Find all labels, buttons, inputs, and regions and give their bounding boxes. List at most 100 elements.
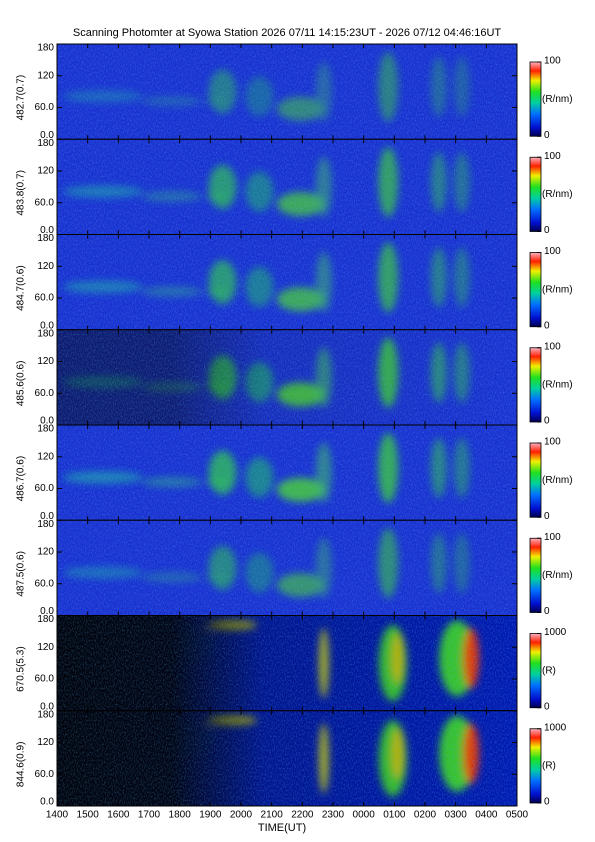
y-tick-label: 0.0 — [40, 416, 54, 427]
colorbar-tick-label: 0 — [544, 606, 550, 617]
heatmap-noise — [57, 234, 517, 330]
colorbar-label: (R) — [542, 665, 556, 676]
x-tick-label: 0400 — [475, 810, 498, 821]
y-tick-label: 180 — [37, 233, 54, 244]
y-axis-title: 485.6(0.6) — [16, 361, 27, 407]
y-tick-label: 60.0 — [35, 388, 55, 399]
x-tick-label: 1900 — [199, 810, 222, 821]
colorbar-tick-label: 0 — [544, 416, 550, 427]
x-axis-title: TIME(UT) — [258, 822, 306, 834]
colorbar — [529, 61, 542, 137]
y-tick-label: 120 — [37, 451, 54, 462]
colorbar-tick-label: 0 — [544, 511, 550, 522]
heatmap-image — [57, 425, 517, 521]
y-tick-label: 180 — [37, 424, 54, 435]
y-tick-label: 0.0 — [40, 320, 54, 331]
colorbar-tick-label: 100 — [544, 532, 561, 543]
colorbar-tick-label: 100 — [544, 56, 561, 67]
y-tick-label: 120 — [37, 166, 54, 177]
chart-title: Scanning Photomter at Syowa Station 2026… — [73, 27, 502, 39]
x-tick-label: 1700 — [138, 810, 161, 821]
heatmap-noise — [57, 710, 517, 806]
colorbar — [529, 537, 542, 613]
y-tick-label: 0.0 — [40, 225, 54, 236]
y-tick-label: 180 — [37, 519, 54, 530]
heatmap — [57, 710, 517, 806]
y-tick-label: 180 — [37, 614, 54, 625]
x-tick-label: 0000 — [353, 810, 376, 821]
heatmap — [57, 44, 517, 140]
heatmap-image — [57, 139, 517, 235]
colorbar — [529, 347, 542, 423]
colorbar-label: (R/nm) — [542, 380, 573, 391]
y-tick-label: 60.0 — [35, 197, 55, 208]
y-tick-label: 60.0 — [35, 102, 55, 113]
colorbar-label: (R/nm) — [542, 570, 573, 581]
colorbar-tick-label: 0 — [544, 797, 550, 808]
x-tick-label: 0300 — [445, 810, 468, 821]
x-tick-label: 0500 — [506, 810, 529, 821]
colorbar-tick-label: 0 — [544, 225, 550, 236]
heatmap-image — [57, 44, 517, 140]
y-axis-title: 486.7(0.6) — [16, 456, 27, 502]
x-tick-label: 1400 — [46, 810, 69, 821]
colorbar — [529, 633, 542, 709]
x-tick-label: 0100 — [383, 810, 406, 821]
y-tick-label: 0.0 — [40, 701, 54, 712]
colorbar-label: (R) — [542, 761, 556, 772]
y-axis-title: 670.5(5.3) — [16, 646, 27, 692]
heatmap-noise — [57, 139, 517, 235]
colorbar-label: (R/nm) — [542, 284, 573, 295]
x-tick-label: 2300 — [322, 810, 345, 821]
plot-frame — [56, 710, 518, 807]
heatmap — [57, 425, 517, 521]
x-tick-label: 1600 — [107, 810, 130, 821]
y-tick-label: 60.0 — [35, 483, 55, 494]
heatmap-noise — [57, 615, 517, 711]
y-tick-label: 180 — [37, 328, 54, 339]
y-axis-title: 484.7(0.6) — [16, 265, 27, 311]
y-tick-label: 60.0 — [35, 293, 55, 304]
heatmap — [57, 139, 517, 235]
colorbar-label: (R/nm) — [542, 94, 573, 105]
heatmap-image — [57, 520, 517, 616]
colorbar — [529, 252, 542, 328]
y-tick-label: 60.0 — [35, 674, 55, 685]
colorbar-tick-label: 0 — [544, 320, 550, 331]
colorbar-tick-label: 100 — [544, 246, 561, 257]
heatmap — [57, 615, 517, 711]
heatmap-noise — [57, 44, 517, 140]
y-tick-label: 120 — [37, 356, 54, 367]
x-tick-label: 2100 — [261, 810, 284, 821]
colorbar — [529, 728, 542, 804]
x-tick-label: 1800 — [169, 810, 192, 821]
colorbar-tick-label: 100 — [544, 341, 561, 352]
x-tick-label: 0200 — [414, 810, 437, 821]
heatmap-noise — [57, 425, 517, 521]
heatmap-image — [57, 329, 517, 425]
colorbar-tick-label: 1000 — [544, 722, 567, 733]
y-tick-label: 180 — [37, 138, 54, 149]
colorbar-tick-label: 100 — [544, 437, 561, 448]
y-tick-label: 60.0 — [35, 578, 55, 589]
colorbar — [529, 156, 542, 232]
colorbar — [529, 442, 542, 518]
heatmap-image — [57, 234, 517, 330]
y-tick-label: 0.0 — [40, 511, 54, 522]
heatmap-image — [57, 615, 517, 711]
y-axis-title: 482.7(0.7) — [16, 75, 27, 121]
heatmap — [57, 329, 517, 425]
y-axis-title: 844.6(0.9) — [16, 742, 27, 788]
y-tick-label: 120 — [37, 70, 54, 81]
heatmap — [57, 234, 517, 330]
y-tick-label: 180 — [37, 43, 54, 54]
y-tick-label: 120 — [37, 547, 54, 558]
y-tick-label: 120 — [37, 261, 54, 272]
y-tick-label: 180 — [37, 709, 54, 720]
y-tick-label: 120 — [37, 642, 54, 653]
colorbar-tick-label: 0 — [544, 701, 550, 712]
heatmap — [57, 520, 517, 616]
y-tick-label: 0.0 — [40, 606, 54, 617]
colorbar-tick-label: 0 — [544, 130, 550, 141]
